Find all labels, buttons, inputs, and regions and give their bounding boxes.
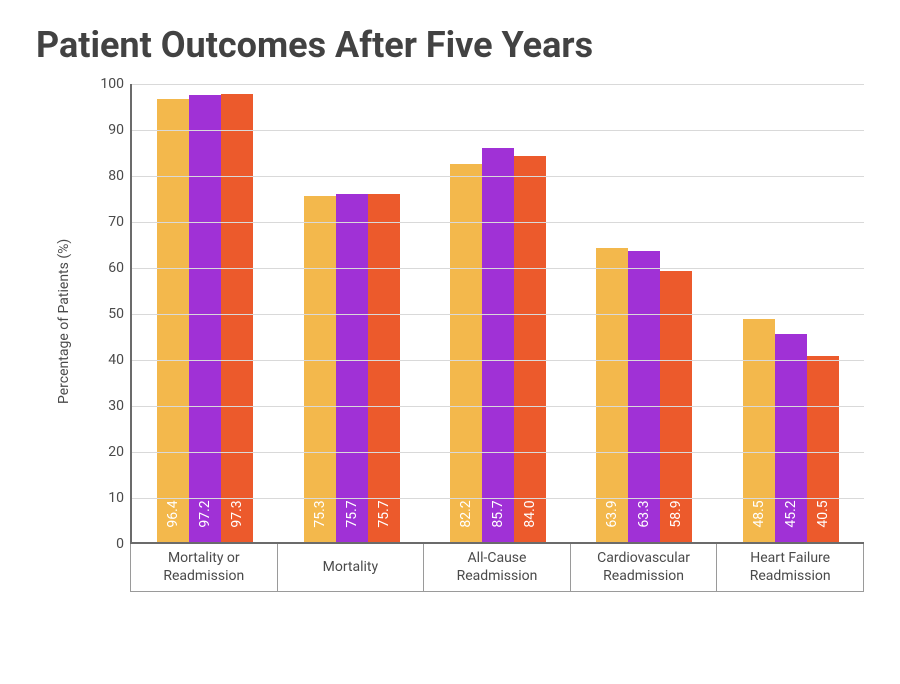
- bar-value-label: 96.4: [165, 500, 181, 527]
- bar-group: 63.9 63.3 58.9: [571, 84, 717, 542]
- y-axis-label: Percentage of Patients (%): [56, 239, 72, 404]
- page-title: Patient Outcomes After Five Years: [36, 24, 864, 66]
- x-axis: Mortality or ReadmissionMortalityAll-Cau…: [130, 544, 864, 591]
- bar: 97.3: [221, 94, 253, 542]
- bar-value-label: 40.5: [815, 500, 831, 527]
- bar-value-label: 85.7: [490, 500, 506, 527]
- bar-value-label: 75.3: [312, 500, 328, 527]
- bar: 85.7: [482, 148, 514, 542]
- y-tick-label: 90: [98, 122, 132, 138]
- x-category-label: Heart Failure Readmission: [717, 544, 864, 591]
- grid-line: [132, 406, 864, 407]
- bar-value-label: 75.7: [344, 500, 360, 527]
- bar-value-label: 75.7: [376, 500, 392, 527]
- y-tick-label: 80: [98, 168, 132, 184]
- grid-line: [132, 360, 864, 361]
- chart-container: Patient Outcomes After Five Years Percen…: [0, 0, 900, 612]
- y-tick-label: 50: [98, 306, 132, 322]
- bar: 40.5: [807, 356, 839, 542]
- bar: 97.2: [189, 95, 221, 542]
- y-tick-label: 100: [98, 76, 132, 92]
- y-tick-label: 10: [98, 490, 132, 506]
- grid-line: [132, 176, 864, 177]
- grid-line: [132, 452, 864, 453]
- y-tick-label: 0: [98, 536, 132, 552]
- x-category-label: Mortality or Readmission: [130, 544, 278, 591]
- bar-value-label: 97.3: [229, 500, 245, 527]
- y-tick-label: 40: [98, 352, 132, 368]
- bar-value-label: 84.0: [522, 500, 538, 527]
- bar-group: 75.3 75.7 75.7: [278, 84, 424, 542]
- bar-group: 48.5 45.2 40.5: [718, 84, 864, 542]
- y-tick-label: 60: [98, 260, 132, 276]
- grid-line: [132, 498, 864, 499]
- bar: 75.7: [368, 194, 400, 542]
- bar-value-label: 82.2: [458, 500, 474, 527]
- bar-group: 96.4 97.2 97.3: [132, 84, 278, 542]
- x-category-label: Cardiovascular Readmission: [571, 544, 718, 591]
- bar-value-label: 63.3: [636, 500, 652, 527]
- x-category-label: All-Cause Readmission: [424, 544, 571, 591]
- bar: 96.4: [157, 99, 189, 542]
- grid-line: [132, 268, 864, 269]
- grid-line: [132, 84, 864, 85]
- bar: 82.2: [450, 164, 482, 542]
- bar: 75.3: [304, 196, 336, 542]
- bar: 75.7: [336, 194, 368, 542]
- y-tick-label: 70: [98, 214, 132, 230]
- bar: 84.0: [514, 156, 546, 542]
- bar-value-label: 63.9: [604, 500, 620, 527]
- y-tick-label: 30: [98, 398, 132, 414]
- chart-area: Percentage of Patients (%) 96.497.297.37…: [100, 84, 864, 592]
- grid-line: [132, 222, 864, 223]
- bar-value-label: 58.9: [668, 500, 684, 527]
- bar-value-label: 97.2: [197, 500, 213, 527]
- bar-groups: 96.4 97.2 97.3 75.3 75.7 75.7 82.2 85.7 84.0 63.9…: [132, 84, 864, 542]
- bar: 45.2: [775, 334, 807, 542]
- bar-group: 82.2 85.7 84.0: [425, 84, 571, 542]
- grid-line: [132, 314, 864, 315]
- x-axis-bottom-border: [130, 591, 864, 592]
- bar-value-label: 45.2: [783, 500, 799, 527]
- bar: 48.5: [743, 319, 775, 542]
- y-tick-label: 20: [98, 444, 132, 460]
- plot-area: 96.4 97.2 97.3 75.3 75.7 75.7 82.2 85.7 84.0 63.9…: [130, 84, 864, 544]
- grid-line: [132, 130, 864, 131]
- bar-value-label: 48.5: [751, 500, 767, 527]
- x-category-label: Mortality: [278, 544, 425, 591]
